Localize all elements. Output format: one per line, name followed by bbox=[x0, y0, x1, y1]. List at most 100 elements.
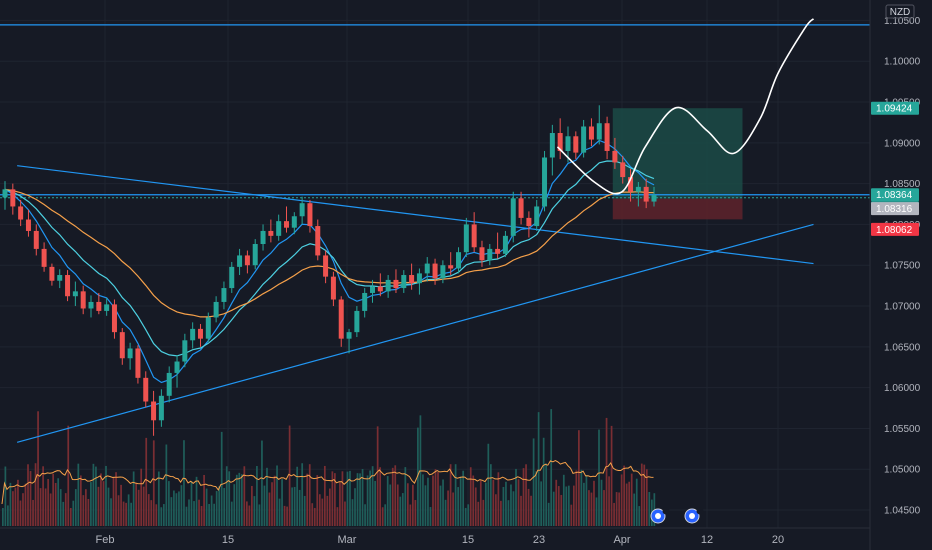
volume-bar bbox=[296, 466, 299, 526]
volume-bar bbox=[640, 463, 643, 526]
candle bbox=[612, 137, 618, 169]
volume-bar bbox=[298, 489, 301, 526]
trendline-ascending[interactable] bbox=[16, 223, 814, 443]
volume-bar bbox=[318, 494, 321, 526]
volume-bar bbox=[354, 488, 356, 526]
event-marker-icon[interactable] bbox=[684, 507, 704, 524]
profit-zone[interactable] bbox=[612, 108, 743, 199]
candle bbox=[479, 240, 485, 267]
candle bbox=[495, 232, 501, 259]
volume-bar bbox=[183, 440, 185, 526]
volume-bar bbox=[502, 486, 505, 526]
candle bbox=[151, 390, 157, 436]
volume-bar bbox=[79, 475, 82, 526]
volume-bar bbox=[588, 490, 590, 526]
volume-bar bbox=[228, 471, 231, 526]
candle bbox=[456, 247, 462, 274]
volume-bar bbox=[170, 497, 173, 526]
volume-bar bbox=[396, 484, 399, 526]
volume-bar bbox=[432, 475, 434, 526]
volume-bar bbox=[635, 478, 638, 526]
volume-bar bbox=[308, 464, 311, 526]
loss-zone[interactable] bbox=[612, 198, 743, 220]
candle bbox=[252, 239, 258, 270]
volume-bar bbox=[329, 488, 331, 526]
volume-bar bbox=[273, 475, 276, 526]
volume-bar bbox=[110, 498, 112, 526]
volume-bar bbox=[258, 504, 261, 526]
volume-bar bbox=[49, 493, 52, 526]
candle bbox=[2, 181, 8, 210]
candle bbox=[65, 270, 71, 302]
event-marker-icon[interactable] bbox=[650, 507, 670, 524]
volume-bar bbox=[105, 465, 107, 526]
candle bbox=[588, 118, 594, 147]
volume-bar bbox=[361, 469, 364, 526]
volume-bar bbox=[610, 425, 613, 526]
volume-bar bbox=[580, 469, 583, 526]
volume-bar bbox=[570, 504, 573, 526]
volume-bar bbox=[422, 474, 424, 526]
volume-bar bbox=[150, 500, 153, 526]
volume-bar bbox=[344, 501, 346, 526]
volume-bar bbox=[371, 466, 374, 526]
price-tick-label: 1.10500 bbox=[884, 16, 921, 27]
volume-bar bbox=[37, 411, 39, 526]
volume-bar bbox=[77, 463, 80, 526]
volume-bar bbox=[173, 490, 175, 526]
volume-bar bbox=[306, 473, 309, 526]
candle bbox=[471, 212, 477, 253]
volume-bar bbox=[484, 482, 487, 526]
volume-bar bbox=[492, 479, 495, 526]
volume-bar bbox=[507, 500, 510, 526]
candle bbox=[424, 257, 430, 282]
volume-bar bbox=[9, 482, 12, 526]
volume-bar bbox=[623, 465, 626, 526]
volume-bar bbox=[414, 500, 417, 526]
volume-bar bbox=[512, 491, 515, 526]
candle bbox=[33, 224, 39, 256]
volume-bar bbox=[351, 499, 354, 526]
candle bbox=[158, 389, 164, 427]
candle bbox=[57, 269, 63, 289]
volume-bar bbox=[545, 463, 548, 526]
candle bbox=[190, 322, 196, 349]
volume-bar bbox=[303, 495, 306, 526]
currency-badge[interactable]: NZD bbox=[885, 4, 915, 19]
volume-bar bbox=[147, 494, 150, 526]
candle bbox=[221, 281, 227, 310]
candle bbox=[573, 131, 579, 160]
forecast-curve[interactable] bbox=[556, 18, 815, 195]
volume-bar bbox=[152, 440, 155, 526]
candle bbox=[393, 269, 399, 293]
volume-bar bbox=[429, 507, 432, 526]
volume-bar bbox=[459, 476, 462, 526]
moving-average-line bbox=[4, 188, 655, 318]
volume-bar bbox=[341, 471, 344, 526]
volume-bar bbox=[34, 463, 37, 526]
volume-bar bbox=[142, 486, 145, 526]
volume-bar bbox=[291, 487, 293, 526]
event-markers[interactable] bbox=[650, 507, 704, 524]
position-zones bbox=[612, 108, 743, 220]
volume-bar bbox=[19, 500, 22, 526]
volume-bar bbox=[200, 506, 203, 526]
candle bbox=[542, 150, 548, 212]
volume-bar bbox=[462, 470, 465, 526]
volume-bar bbox=[85, 489, 87, 526]
volume-bar bbox=[469, 467, 472, 526]
volume-bar bbox=[542, 437, 545, 526]
price-axis-panel bbox=[870, 0, 932, 550]
volume-bar bbox=[165, 444, 168, 526]
trendline-descending[interactable] bbox=[17, 165, 814, 265]
volume-bar bbox=[72, 500, 75, 526]
volume-bar bbox=[457, 487, 459, 526]
candle bbox=[41, 242, 47, 272]
volume-bar bbox=[530, 495, 532, 526]
volume-bar bbox=[598, 429, 600, 526]
candle bbox=[229, 261, 235, 293]
volume-bar bbox=[487, 443, 490, 526]
